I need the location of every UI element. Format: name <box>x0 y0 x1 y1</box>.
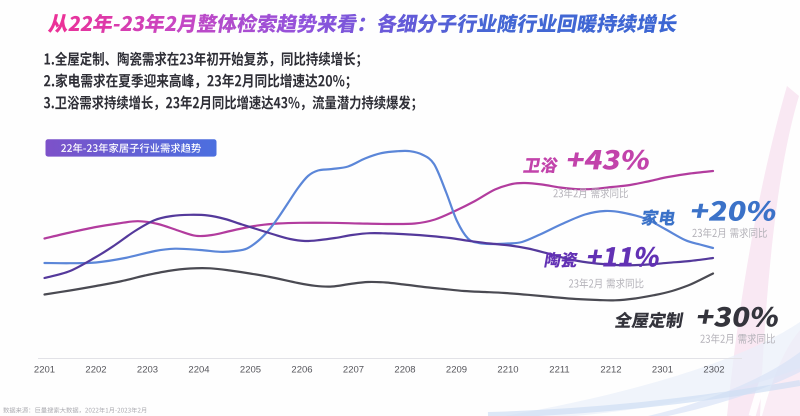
svg-text:2212: 2212 <box>600 365 621 376</box>
svg-text:2209: 2209 <box>446 365 467 376</box>
svg-text:2207: 2207 <box>343 365 364 376</box>
svg-text:2301: 2301 <box>652 365 673 376</box>
svg-text:2210: 2210 <box>497 365 518 376</box>
svg-text:2208: 2208 <box>394 365 415 376</box>
svg-text:2206: 2206 <box>291 365 312 376</box>
svg-text:2201: 2201 <box>34 365 55 376</box>
svg-text:2205: 2205 <box>240 365 261 376</box>
svg-text:2211: 2211 <box>549 365 569 376</box>
svg-text:2302: 2302 <box>703 365 724 376</box>
svg-text:2202: 2202 <box>85 365 106 376</box>
svg-text:2204: 2204 <box>188 365 209 376</box>
svg-text:2203: 2203 <box>137 365 158 376</box>
